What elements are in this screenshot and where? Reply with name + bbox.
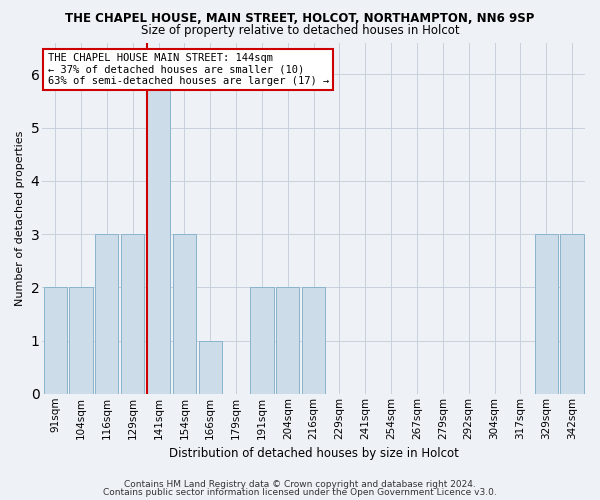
Bar	[95, 234, 118, 394]
Y-axis label: Number of detached properties: Number of detached properties	[15, 130, 25, 306]
Bar	[302, 288, 325, 394]
Bar	[199, 340, 222, 394]
Bar	[535, 234, 558, 394]
Text: Contains HM Land Registry data © Crown copyright and database right 2024.: Contains HM Land Registry data © Crown c…	[124, 480, 476, 489]
Bar	[560, 234, 584, 394]
Bar	[250, 288, 274, 394]
Text: THE CHAPEL HOUSE, MAIN STREET, HOLCOT, NORTHAMPTON, NN6 9SP: THE CHAPEL HOUSE, MAIN STREET, HOLCOT, N…	[65, 12, 535, 26]
Bar	[147, 74, 170, 394]
Bar	[44, 288, 67, 394]
Text: Size of property relative to detached houses in Holcot: Size of property relative to detached ho…	[140, 24, 460, 37]
Bar	[121, 234, 145, 394]
Text: Contains public sector information licensed under the Open Government Licence v3: Contains public sector information licen…	[103, 488, 497, 497]
Bar	[173, 234, 196, 394]
Bar	[276, 288, 299, 394]
Text: THE CHAPEL HOUSE MAIN STREET: 144sqm
← 37% of detached houses are smaller (10)
6: THE CHAPEL HOUSE MAIN STREET: 144sqm ← 3…	[47, 53, 329, 86]
X-axis label: Distribution of detached houses by size in Holcot: Distribution of detached houses by size …	[169, 447, 458, 460]
Bar	[70, 288, 92, 394]
